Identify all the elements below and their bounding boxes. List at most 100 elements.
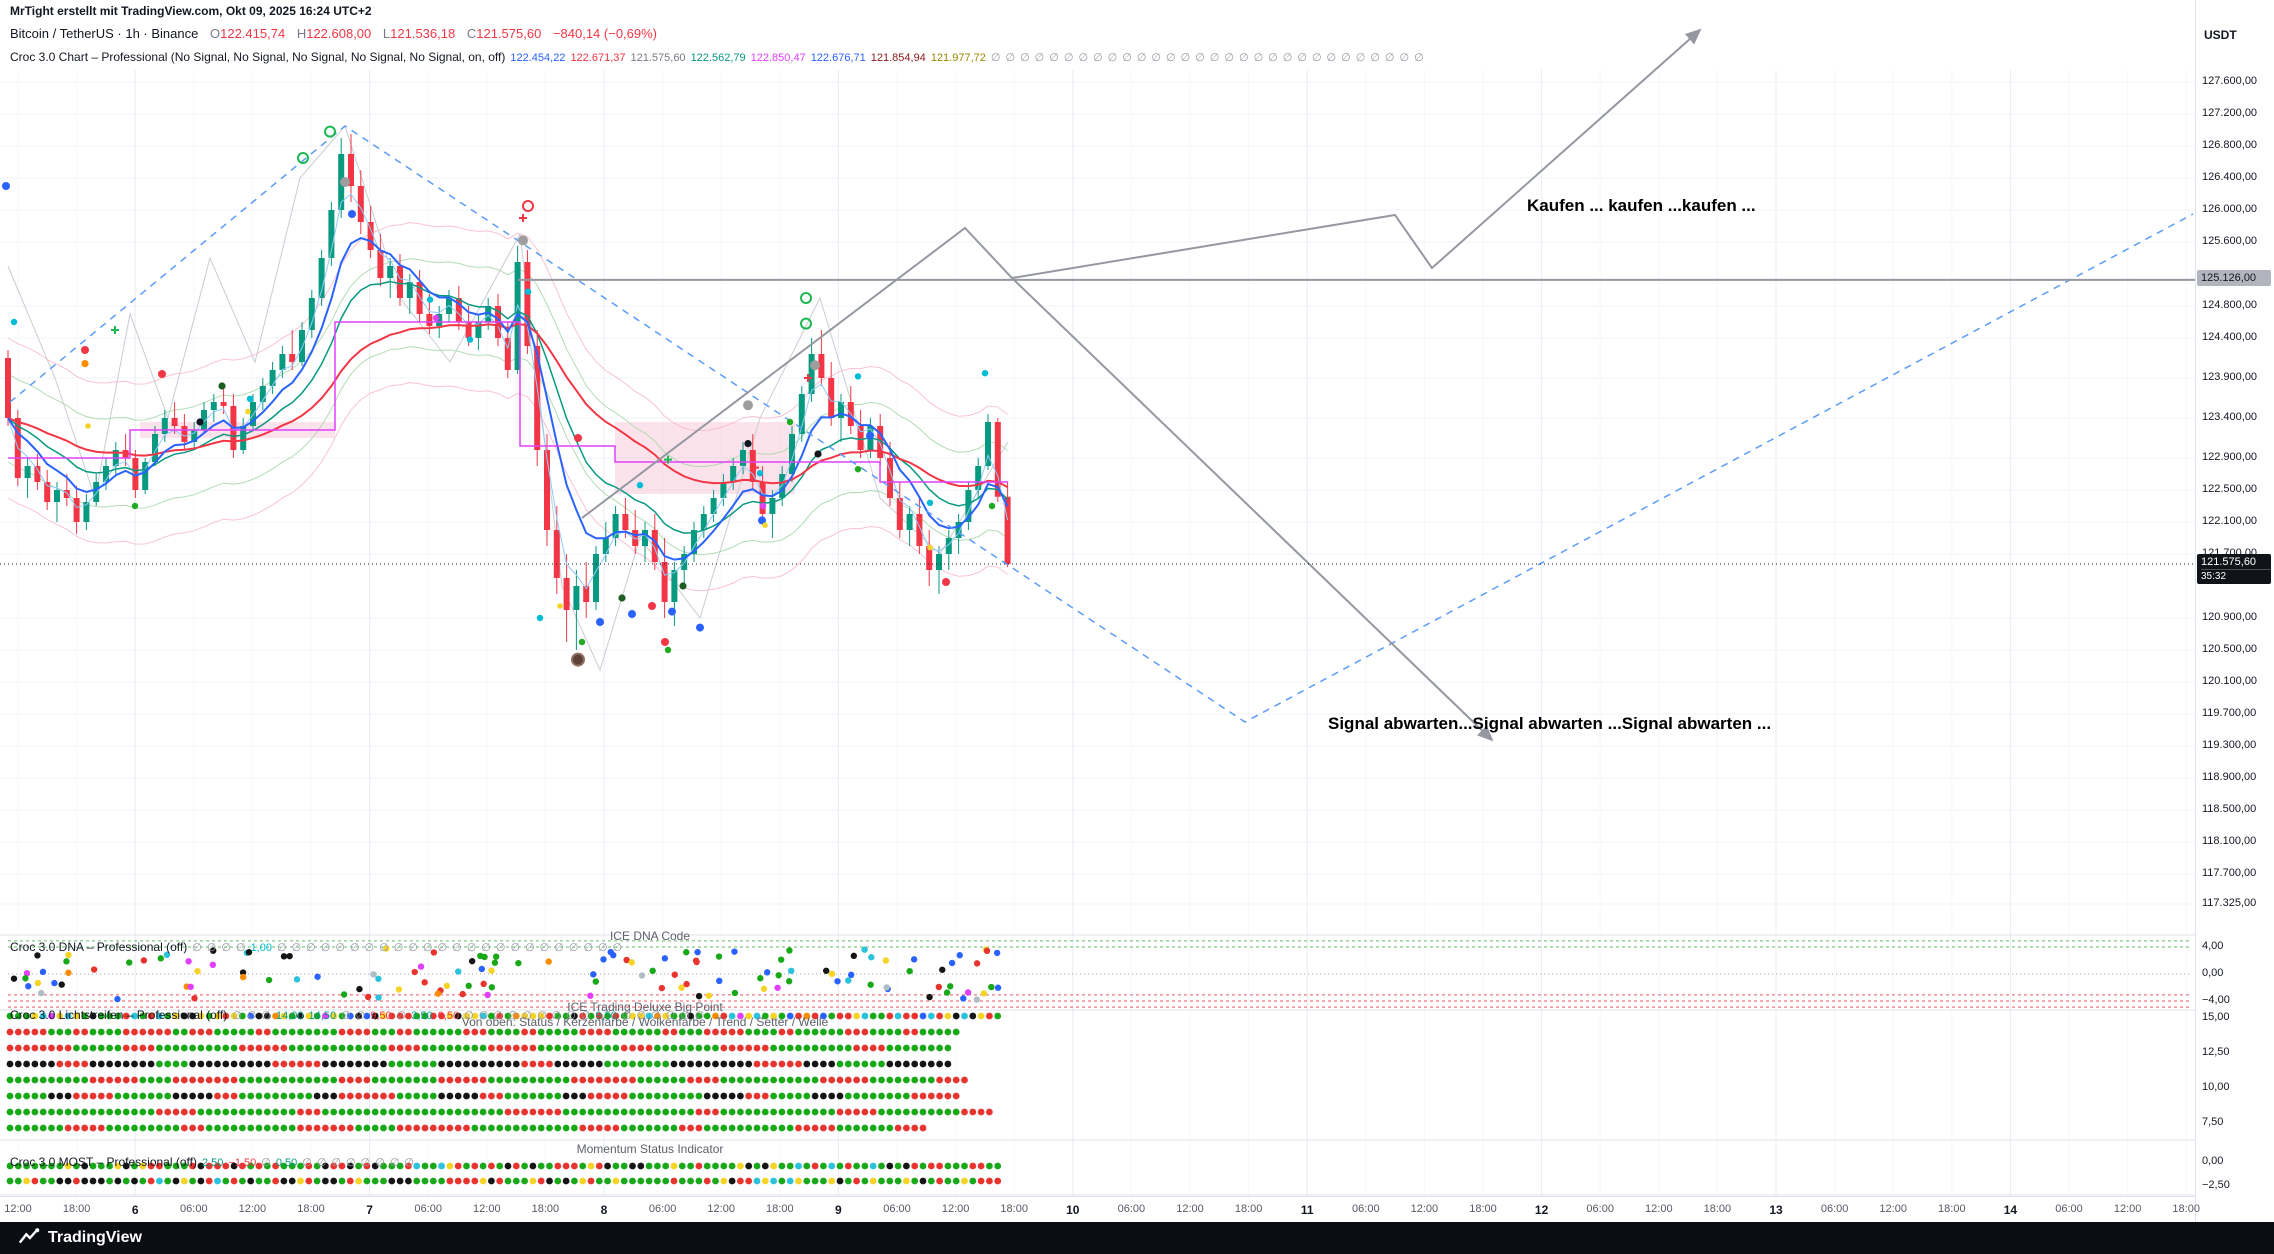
bigpoint-axis-label: 12,50 [2202, 1046, 2230, 1058]
time-axis-label: 18:00 [1703, 1203, 1732, 1215]
time-axis-label: 14 [2003, 1203, 2018, 1217]
tradingview-brand[interactable]: TradingView [48, 1229, 142, 1246]
close-label: C [466, 26, 477, 41]
chart-indicator-legend[interactable]: Croc 3.0 Chart – Professional (No Signal… [10, 50, 1424, 64]
symbol-legend[interactable]: Bitcoin / TetherUS · 1h · Binance O122.4… [10, 26, 657, 41]
time-axis-label: 18:00 [1000, 1203, 1028, 1215]
legend-value: ∅ [539, 942, 550, 954]
legend-value: 122.454,22 [510, 52, 566, 64]
change-value: −840,14 (−0,69%) [552, 26, 658, 41]
legend-value: ∅ [335, 942, 345, 954]
legend-value: ∅ [1136, 52, 1147, 64]
legend-value: ∅ [583, 942, 594, 954]
price-axis-label: 122.500,00 [2202, 483, 2258, 495]
legend-value: ∅ [1020, 52, 1030, 64]
buy-annotation[interactable]: Kaufen ... kaufen ...kaufen ... [1527, 196, 1756, 215]
legend-value: ∅ [466, 942, 477, 954]
legend-value: ∅ [1399, 52, 1410, 64]
legend-value: ∅ [478, 1010, 489, 1022]
price-axis-label: 126.000,00 [2202, 203, 2258, 215]
legend-value: ∅ [341, 1010, 351, 1022]
legend-value: ∅ [261, 1157, 271, 1169]
dna-pane-title: ICE DNA Code [609, 929, 691, 943]
legend-value: ∅ [1268, 52, 1278, 64]
time-axis-label: 12:00 [1176, 1203, 1204, 1215]
legend-value: ∅ [364, 942, 375, 954]
legend-value: ∅ [990, 52, 1001, 64]
legend-value: ∅ [331, 1157, 342, 1169]
legend-value: 122.671,37 [570, 52, 626, 64]
legend-value: ∅ [493, 1010, 503, 1022]
indicator-title[interactable]: Croc 3.0 Chart – Professional (No Signal… [10, 50, 506, 64]
legend-value: ∅ [1297, 52, 1307, 64]
legend-value: ∅ [464, 1010, 474, 1022]
legend-value: 3,50 [411, 1010, 433, 1022]
time-axis-label: 18:00 [62, 1203, 91, 1215]
candles [5, 134, 1011, 650]
legend-value: ∅ [525, 942, 535, 954]
legend-value: ∅ [346, 1157, 356, 1169]
time-axis-label: 18:00 [1469, 1203, 1497, 1215]
price-axis-label: 127.600,00 [2202, 75, 2258, 87]
legend-value: ∅ [1384, 52, 1395, 64]
price-axis-label: 127.200,00 [2202, 107, 2258, 119]
wait-annotation[interactable]: Signal abwarten...Signal abwarten ...Sig… [1328, 714, 1772, 733]
legend-value: ∅ [422, 942, 433, 954]
legend-value: ∅ [1224, 52, 1234, 64]
time-axis-label: 18:00 [531, 1203, 560, 1215]
time-axis-label: 06:00 [648, 1203, 677, 1215]
open-label: O [209, 26, 221, 41]
price-axis-label: 124.800,00 [2202, 299, 2258, 311]
legend-value: ∅ [246, 1010, 257, 1022]
last-price-badge: 121.575,60 35:32 [2197, 553, 2271, 584]
setter-line [8, 321, 1008, 483]
legend-value: ∅ [580, 1010, 591, 1022]
time-axis-label: 12:00 [238, 1203, 267, 1215]
most-axis-label: 0,00 [2202, 1155, 2224, 1167]
time-axis-label: 06:00 [2055, 1203, 2083, 1215]
legend-value: ∅ [481, 942, 491, 954]
legend-value: ∅ [379, 942, 389, 954]
legend-value: ∅ [1034, 52, 1045, 64]
legend-value: ∅ [1209, 52, 1220, 64]
legend-value: ∅ [437, 942, 448, 954]
price-axis-label: 125.600,00 [2202, 235, 2258, 247]
price-axis-label: 120.100,00 [2202, 675, 2258, 687]
price-axis-label: 119.700,00 [2202, 707, 2257, 719]
legend-value: ∅ [566, 1010, 576, 1022]
time-axis-label: 9 [835, 1203, 842, 1217]
price-axis[interactable]: USDT 127.600,00 127.200,00 126.800,00 126.4… [2195, 0, 2274, 1222]
legend-value: ∅ [522, 1010, 533, 1022]
legend-value: 121.575,60 [630, 52, 686, 64]
time-axis-label: 12:00 [1410, 1203, 1439, 1215]
time-axis[interactable]: 12:00 18:00 6 06:00 12:00 18:00 7 06:00 12:00 18:… [0, 1196, 2200, 1223]
legend-value: ∅ [291, 942, 302, 954]
symbol-title[interactable]: Bitcoin / TetherUS · 1h · Binance [10, 26, 199, 41]
time-axis-label: 8 [600, 1203, 608, 1217]
price-axis-label: 118.500,00 [2202, 803, 2257, 815]
legend-value: ∅ [1355, 52, 1366, 64]
bigpoint-pane-subtitle: Von oben: Status / Kerzenfarbe / Wolkenf… [461, 1015, 829, 1029]
bigpoint-legend[interactable]: Croc 3.0 Lichtstreifen – Professional (o… [10, 1008, 705, 1022]
chart-canvas[interactable] [0, 0, 2195, 1196]
price-axis-label: 122.900,00 [2202, 451, 2258, 463]
low-value: 121.536,18 [390, 26, 456, 41]
legend-value: ∅ [1370, 52, 1380, 64]
legend-value: ∅ [1282, 52, 1293, 64]
legend-value: ∅ [1107, 52, 1118, 64]
legend-value: ∅ [495, 942, 506, 954]
most-legend[interactable]: Croc 3.0 MOST – Professional (off) 2,50 −1… [10, 1155, 414, 1169]
legend-value: ∅ [1311, 52, 1322, 64]
price-axis-label: 118.900,00 [2202, 771, 2257, 783]
legend-value: ∅ [665, 1010, 676, 1022]
price-axis-label: 123.400,00 [2202, 411, 2258, 423]
legend-value: ∅ [206, 942, 217, 954]
price-axis-label: 123.900,00 [2202, 371, 2258, 383]
legend-value: ∅ [235, 942, 246, 954]
dna-legend[interactable]: Croc 3.0 DNA – Professional (off) ∅ ∅ ∅ ∅ 1,0… [10, 940, 623, 954]
tradingview-logo-icon[interactable] [18, 1227, 40, 1249]
currency-label: USDT [2204, 28, 2237, 42]
time-axis-label: 06:00 [883, 1203, 911, 1215]
legend-value: 121.854,94 [870, 52, 926, 64]
time-axis-label: 6 [131, 1203, 139, 1217]
